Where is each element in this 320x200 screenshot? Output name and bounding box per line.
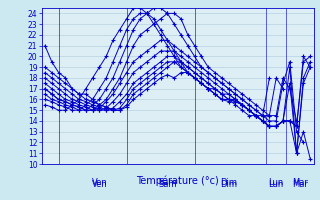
Text: Mar: Mar xyxy=(292,178,308,187)
Text: Sam: Sam xyxy=(158,178,177,187)
Text: Ven: Ven xyxy=(92,178,107,187)
Text: Ven: Ven xyxy=(92,180,107,189)
Text: Lun: Lun xyxy=(268,178,284,187)
X-axis label: Température (°c): Température (°c) xyxy=(136,175,219,186)
Text: Sam: Sam xyxy=(158,180,177,189)
Text: Lun: Lun xyxy=(268,180,284,189)
Text: Mar: Mar xyxy=(292,180,308,189)
Text: Dim: Dim xyxy=(220,178,237,187)
Text: Dim: Dim xyxy=(220,180,237,189)
